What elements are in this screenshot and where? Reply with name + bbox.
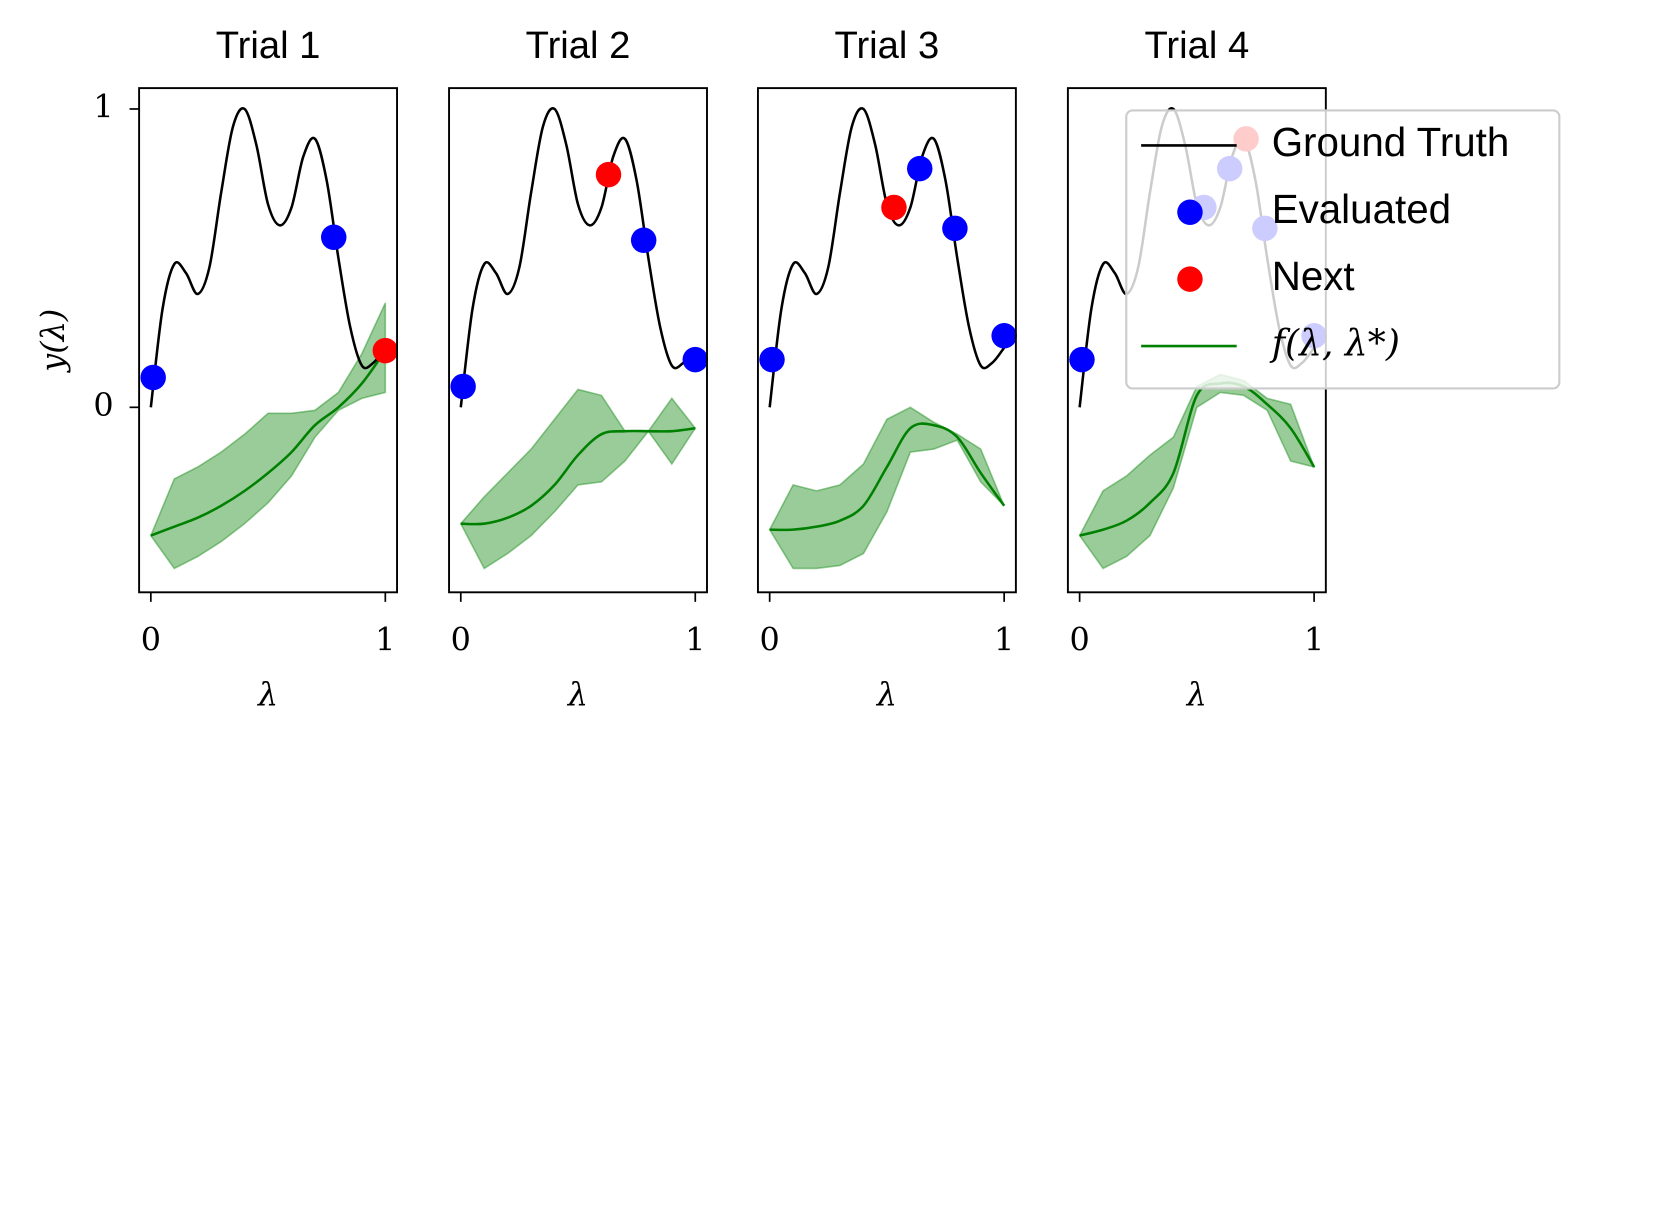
series-line: [1079, 381, 1316, 537]
x-tick-label: 1: [685, 621, 705, 659]
scatter-point: [320, 224, 347, 251]
uncertainty-band: [149, 302, 387, 570]
subplot: Trial 2 λ 0 1: [448, 24, 709, 713]
subplot: Trial 3 λ 0 1: [756, 24, 1017, 713]
legend-box: [1125, 109, 1561, 390]
uncertainty-band: [768, 406, 1005, 570]
subplot-title: Trial 3: [835, 24, 940, 67]
x-tick-label: 1: [375, 621, 395, 659]
uncertainty-band: [459, 388, 697, 570]
scatter-point: [1069, 346, 1095, 373]
scatter-point: [759, 346, 785, 373]
x-tick-label: 0: [760, 621, 780, 659]
axes-frame: [138, 87, 398, 594]
x-tick-label: 1: [1304, 621, 1324, 659]
legend-label: Next: [1272, 253, 1355, 299]
subplot: Trial 1 λ y(λ) 0 1 0 1: [34, 24, 399, 713]
plot-area: [768, 107, 1006, 570]
axes-frame: [448, 87, 708, 594]
x-axis-label: λ: [566, 675, 588, 713]
series-line: [460, 426, 696, 526]
y-axis-label: y(λ): [34, 309, 72, 374]
plot-area: [149, 107, 387, 570]
x-axis-label: λ: [1185, 675, 1207, 713]
subplot-title: Trial 2: [526, 24, 631, 67]
legend-handle: [1177, 199, 1203, 226]
series-line: [459, 107, 697, 408]
y-tick-label: 0: [93, 386, 113, 424]
x-tick-label: 1: [994, 621, 1014, 659]
series-line: [150, 349, 387, 537]
subplot-title: Trial 4: [1144, 24, 1249, 67]
scatter-point: [372, 337, 399, 364]
scatter-point: [907, 155, 933, 182]
plot-area: [459, 107, 697, 570]
scatter-point: [595, 161, 622, 188]
series-line: [769, 422, 1006, 532]
x-axis-label: λ: [256, 675, 278, 713]
legend-label: Ground Truth: [1272, 119, 1510, 165]
scatter-point: [881, 194, 907, 221]
scatter-point: [942, 215, 968, 242]
x-tick-label: 0: [451, 621, 471, 659]
scatter-point: [682, 346, 709, 373]
series-line: [768, 107, 1006, 408]
x-tick-label: 0: [141, 621, 161, 659]
legend: Ground Truth Evaluated Next f(λ, λ*): [1125, 109, 1561, 390]
scatter-point: [450, 373, 476, 400]
axes-frame: [756, 87, 1017, 594]
legend-label: Evaluated: [1272, 186, 1451, 232]
scatter-point: [630, 227, 657, 253]
scatter-point: [140, 364, 166, 391]
scatter-point: [991, 322, 1017, 349]
x-tick-label: 0: [1069, 621, 1089, 659]
y-tick-label: 1: [93, 87, 113, 125]
uncertainty-band: [1078, 373, 1316, 570]
subplot-title: Trial 1: [216, 24, 321, 67]
series-line: [149, 107, 387, 408]
legend-label: f(λ, λ*): [1269, 323, 1400, 365]
legend-handle: [1177, 266, 1203, 292]
x-axis-label: λ: [875, 675, 897, 713]
